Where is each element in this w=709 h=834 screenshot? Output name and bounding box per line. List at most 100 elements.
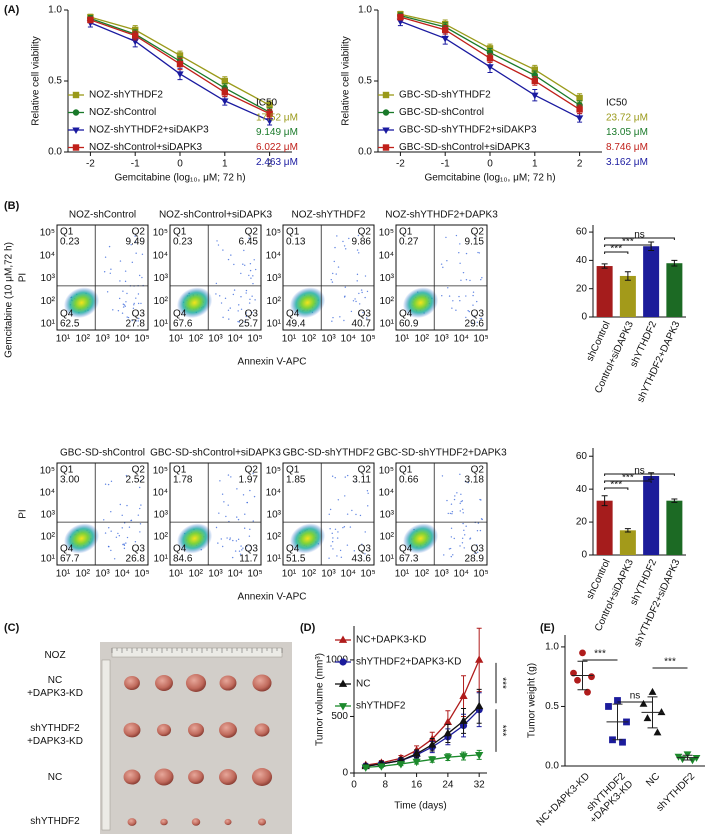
event-dot (118, 535, 121, 537)
event-dot (248, 274, 250, 277)
event-dot (227, 474, 230, 476)
event-dot (480, 278, 482, 281)
data-point (396, 761, 406, 769)
event-dot (230, 254, 232, 256)
event-dot (104, 256, 107, 258)
quadrant-name: Q4 (286, 544, 300, 555)
y-tick-label: 1.0 (358, 5, 372, 16)
event-dot (474, 237, 476, 239)
event-dot (366, 490, 369, 492)
quadrant-name: Q2 (245, 227, 259, 238)
legend-label: NOZ-shYTHDF2+siDAKP3 (89, 125, 209, 136)
y-tick-label: 20 (576, 283, 588, 294)
x-tick-label: 10³ (208, 569, 223, 580)
event-dot (123, 543, 125, 545)
event-dot (451, 307, 453, 309)
event-dot (131, 319, 133, 322)
event-dot (480, 317, 483, 320)
y-axis-label: Relative cell viability (341, 36, 352, 125)
error-bar (577, 660, 588, 691)
event-dot (251, 295, 253, 297)
event-dot (119, 503, 122, 506)
event-dot (141, 276, 143, 279)
event-dot (126, 536, 129, 539)
event-dot (356, 280, 358, 282)
y-tick-label: 10⁵ (379, 228, 394, 239)
event-dot (110, 480, 113, 483)
event-dot (366, 290, 369, 293)
quadrant-name: Q1 (286, 227, 300, 238)
event-dot (476, 300, 478, 303)
y-tick-label: 1.0 (545, 642, 559, 653)
event-dot (139, 507, 141, 510)
quadrant-name: Q1 (173, 227, 187, 238)
quadrant-value: 9.15 (465, 237, 485, 248)
x-tick-label: 0 (487, 159, 493, 170)
quadrant-name: Q1 (60, 465, 74, 476)
data-point (475, 655, 484, 663)
event-dot (138, 274, 141, 277)
annotation: 8.746 μM (606, 142, 648, 153)
event-dot (450, 536, 453, 538)
y-tick-label: 10⁴ (40, 488, 55, 499)
event-dot (334, 246, 336, 249)
event-dot (139, 531, 141, 533)
event-dot (367, 492, 369, 494)
event-dot (240, 296, 242, 298)
cell-density (176, 287, 213, 319)
event-dot (459, 262, 461, 265)
data-point (579, 649, 586, 657)
event-dot (125, 301, 127, 303)
data-point (475, 701, 484, 710)
y-tick-label: 10⁴ (266, 488, 281, 499)
quadrant-value: 11.7 (239, 554, 258, 565)
legend-label: GBC-SD-shControl (399, 107, 484, 118)
event-dot (361, 291, 363, 294)
data-point (657, 708, 666, 716)
event-dot (364, 296, 366, 299)
quadrant-name: Q3 (471, 544, 485, 555)
event-dot (232, 539, 234, 542)
event-dot (238, 304, 240, 306)
quadrant-name: Q4 (173, 544, 187, 555)
event-dot (140, 302, 142, 305)
event-dot (138, 317, 140, 320)
quadrant-value: 49.4 (286, 319, 306, 330)
event-dot (448, 295, 451, 297)
event-dot (346, 474, 349, 477)
event-dot (448, 548, 451, 550)
quadrant-name: Q3 (358, 544, 372, 555)
quadrant-value: 9.49 (126, 237, 146, 248)
event-dot (122, 290, 124, 292)
x-tick-label: 10¹ (169, 334, 184, 345)
event-dot (476, 544, 478, 546)
event-dot (104, 532, 107, 534)
event-dot (217, 542, 219, 544)
x-tick-label: 10³ (95, 569, 110, 580)
y-tick-label: 40 (576, 255, 588, 266)
x-tick-label: 16 (411, 780, 423, 791)
legend-marker (338, 635, 348, 643)
annotation: 9.149 μM (256, 127, 298, 138)
y-tick-label: 10³ (154, 510, 169, 521)
event-dot (244, 513, 246, 515)
event-dot (461, 500, 464, 502)
event-dot (348, 237, 350, 240)
event-dot (135, 252, 137, 254)
quadrant-name: Q3 (132, 309, 146, 320)
x-tick-label: 10³ (321, 569, 336, 580)
annotation: 17.52 μM (256, 112, 298, 123)
quadrant-value: 9.86 (352, 237, 372, 248)
x-tick-label: 10³ (95, 334, 110, 345)
x-tick-label: 10⁴ (454, 334, 469, 345)
event-dot (137, 320, 139, 322)
quadrant-value: 84.6 (173, 554, 193, 565)
event-dot (355, 513, 357, 516)
event-dot (343, 319, 345, 322)
data-point (576, 106, 583, 113)
legend-label: NOZ-shControl (89, 107, 156, 118)
y-tick-label: 0 (342, 768, 348, 779)
quadrant-name: Q1 (286, 465, 300, 476)
quadrant-value: 28.9 (465, 554, 485, 565)
significance-bracket (604, 244, 652, 247)
